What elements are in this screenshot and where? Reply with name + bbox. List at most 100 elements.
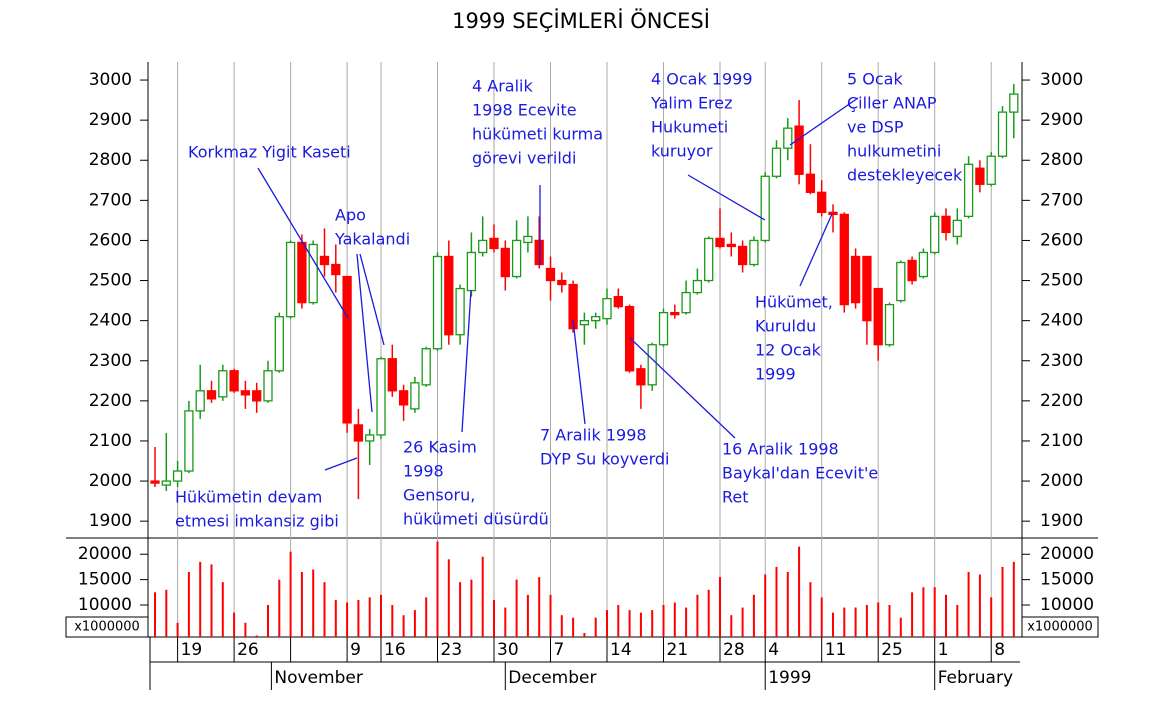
volume-bar — [278, 579, 281, 637]
x-tick-label: 30 — [497, 640, 519, 660]
annotation: 1999 — [755, 365, 796, 384]
candle-body — [941, 215, 951, 234]
candle-body — [737, 245, 748, 266]
y-tick-label: 2500 — [1040, 271, 1083, 291]
candle-body — [545, 267, 556, 282]
volume-bar — [639, 612, 642, 637]
volume-tick-label: 20000 — [1040, 544, 1094, 564]
volume-bar — [662, 605, 665, 637]
candle-body — [907, 259, 917, 282]
volume-bar — [854, 607, 857, 637]
volume-bar — [865, 605, 868, 637]
volume-unit-label: x1000000 — [1027, 620, 1093, 635]
volume-bar — [549, 594, 552, 637]
annotation: Yalim Erez — [650, 94, 733, 113]
y-tick-label: 3000 — [89, 70, 132, 90]
volume-bar — [572, 617, 575, 637]
annotation-pointer — [359, 253, 385, 346]
y-tick-label: 2200 — [1040, 391, 1083, 411]
volume-bar — [323, 582, 326, 637]
volume-bar — [685, 607, 688, 637]
volume-bar — [752, 594, 755, 637]
x-tick-label: 8 — [994, 640, 1005, 660]
y-tick-label: 2100 — [89, 431, 132, 451]
volume-bar — [526, 594, 529, 637]
candle-body — [986, 155, 996, 185]
candle-body — [726, 243, 736, 248]
x-tick-label: 26 — [237, 640, 259, 660]
annotation-pointer — [687, 174, 766, 221]
volume-tick-label: 15000 — [78, 570, 132, 590]
annotation: 26 Kasim — [403, 438, 477, 457]
annotation: Ret — [722, 488, 749, 507]
volume-bar — [764, 574, 767, 637]
annotation: Hukumeti — [651, 118, 728, 137]
annotation: Baykal'dan Ecevit'e — [722, 464, 878, 483]
x-tick-label: 1 — [938, 640, 949, 660]
candle-body — [252, 390, 262, 402]
annotation: destekleyecek — [847, 166, 963, 185]
volume-bar — [267, 605, 269, 637]
candle-body — [421, 348, 431, 386]
volume-bar — [493, 599, 495, 637]
y-tick-label: 2400 — [89, 311, 132, 331]
candle-body — [466, 251, 477, 292]
candle-body — [319, 255, 330, 266]
volume-bar — [719, 577, 721, 637]
candle-body — [218, 370, 228, 398]
annotation: görevi verildi — [472, 149, 576, 168]
candle-body — [839, 213, 849, 306]
candle-body — [896, 261, 906, 302]
candle-body — [523, 235, 533, 244]
candle-body — [884, 303, 895, 346]
volume-bar — [888, 605, 891, 637]
annotation: Yakalandi — [334, 230, 410, 249]
volume-bar — [775, 566, 778, 637]
candle-body — [828, 211, 838, 216]
y-tick-label: 2700 — [89, 190, 132, 210]
volume-bar — [922, 587, 925, 637]
volume-bar — [176, 622, 179, 637]
candle-body — [331, 263, 341, 276]
volume-tick-label: 10000 — [1040, 595, 1094, 615]
y-tick-label: 2600 — [89, 230, 132, 250]
annotation: 16 Aralik 1998 — [722, 440, 839, 459]
y-tick-label: 2600 — [1040, 230, 1083, 250]
candle-body — [410, 382, 420, 410]
unit-box — [1021, 616, 1099, 638]
volume-tick-label: 15000 — [1040, 570, 1094, 590]
month-label: 1999 — [768, 668, 811, 688]
volume-bar — [402, 615, 405, 637]
candle-body — [387, 358, 397, 392]
candle-body — [568, 283, 578, 330]
volume-bar — [1001, 566, 1004, 637]
unit-box — [65, 616, 149, 638]
candle-body — [658, 311, 669, 346]
volume-bar — [786, 572, 789, 637]
x-tick-label: 16 — [384, 640, 406, 660]
annotation: 4 Aralik — [472, 77, 533, 96]
candle-body — [342, 275, 352, 424]
annotation: hükümeti düsürdü — [403, 510, 549, 529]
annotation: ve DSP — [847, 118, 904, 137]
candle-body — [398, 390, 409, 406]
volume-bar — [820, 597, 823, 637]
volume-bar — [481, 556, 484, 637]
candle-body — [308, 243, 318, 304]
annotation-pointer — [324, 457, 358, 471]
volume-bar — [628, 610, 631, 637]
candle-body — [432, 255, 443, 350]
x-tick-label: 28 — [723, 640, 745, 660]
x-tick-label: 23 — [441, 640, 463, 660]
annotation: DYP Su koyverdi — [540, 450, 670, 469]
candle-body — [365, 434, 375, 442]
volume-bar — [504, 607, 507, 637]
volume-bar — [255, 635, 258, 637]
volume-bar — [1012, 561, 1015, 637]
candle-body — [579, 320, 590, 326]
volume-bar — [560, 615, 563, 637]
candle-body — [478, 239, 488, 254]
annotation: etmesi imkansiz gibi — [175, 512, 339, 531]
y-tick-label: 2900 — [1040, 110, 1083, 130]
